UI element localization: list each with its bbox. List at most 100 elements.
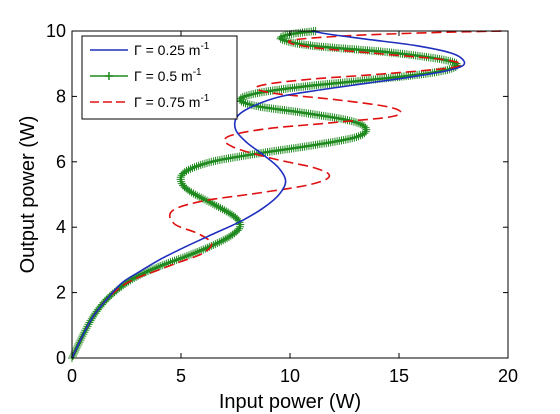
- legend-label-1: Γ = 0.5 m-1: [134, 67, 202, 84]
- y-tick-label: 6: [56, 152, 66, 172]
- marker: [236, 94, 245, 103]
- marker: [243, 99, 252, 108]
- legend-label-0: Γ = 0.25 m-1: [134, 41, 210, 58]
- marker: [193, 247, 202, 256]
- marker: [210, 200, 219, 209]
- marker: [354, 132, 363, 141]
- marker: [212, 201, 221, 210]
- marker: [158, 261, 167, 270]
- marker: [201, 244, 210, 253]
- x-tick-label: 20: [498, 366, 518, 386]
- marker: [177, 179, 186, 188]
- marker: [172, 255, 181, 264]
- marker: [360, 129, 369, 138]
- marker: [241, 99, 250, 108]
- marker: [207, 157, 216, 166]
- marker: [356, 131, 365, 140]
- x-tick-label: 0: [67, 366, 77, 386]
- marker: [242, 91, 251, 100]
- marker: [190, 163, 199, 172]
- y-tick-label: 10: [46, 21, 66, 41]
- marker: [184, 251, 193, 260]
- x-axis-label: Input power (W): [219, 391, 361, 413]
- marker: [197, 193, 206, 202]
- legend: Γ = 0.25 m-1 Γ = 0.5 m-1 Γ = 0.75 m-1: [81, 35, 238, 120]
- marker: [198, 160, 207, 169]
- series-line-0: [71, 30, 466, 359]
- marker: [350, 133, 359, 142]
- marker: [205, 158, 214, 167]
- legend-label-2: Γ = 0.75 m-1: [134, 93, 210, 110]
- marker: [235, 224, 244, 233]
- marker: [352, 132, 361, 141]
- marker: [352, 118, 361, 127]
- marker: [354, 119, 363, 128]
- marker: [356, 119, 365, 128]
- marker: [186, 164, 195, 173]
- marker: [195, 192, 204, 201]
- y-tick-label: 8: [56, 86, 66, 106]
- marker: [194, 161, 203, 170]
- marker: [192, 162, 201, 171]
- legend-marker: [105, 72, 113, 80]
- marker: [199, 245, 208, 254]
- marker: [219, 236, 228, 245]
- marker: [218, 205, 227, 214]
- marker: [220, 206, 229, 215]
- marker: [222, 207, 231, 216]
- marker: [182, 166, 191, 175]
- marker: [191, 248, 200, 257]
- marker: [237, 97, 246, 106]
- marker: [184, 165, 193, 174]
- marker: [203, 196, 212, 205]
- y-tick-label: 2: [56, 283, 66, 303]
- marker: [277, 33, 286, 42]
- marker: [217, 237, 226, 246]
- marker: [211, 240, 220, 249]
- series-line-2: [71, 30, 504, 359]
- x-tick-label: 5: [176, 366, 186, 386]
- x-tick-label: 15: [389, 366, 409, 386]
- marker: [280, 36, 289, 45]
- marker: [346, 134, 355, 143]
- y-tick-label: 0: [56, 348, 66, 368]
- marker: [189, 249, 198, 258]
- marker: [209, 241, 218, 250]
- marker: [213, 239, 222, 248]
- marker: [195, 247, 204, 256]
- marker: [196, 160, 205, 169]
- marker: [358, 120, 367, 129]
- marker: [348, 134, 357, 143]
- marker: [141, 268, 150, 277]
- marker: [244, 91, 253, 100]
- marker: [187, 250, 196, 259]
- marker: [247, 90, 256, 99]
- marker: [200, 159, 209, 168]
- marker: [240, 92, 249, 101]
- marker: [193, 191, 202, 200]
- series-layer: [68, 27, 504, 362]
- ticks-layer: 0 5 10 15 20 0 2 4 6 8 10: [46, 21, 518, 386]
- x-tick-label: 10: [280, 366, 300, 386]
- marker: [170, 256, 179, 265]
- marker: [202, 158, 211, 167]
- marker: [179, 181, 188, 190]
- marker: [214, 203, 223, 212]
- marker: [188, 163, 197, 172]
- marker: [146, 266, 155, 275]
- marker: [359, 122, 368, 131]
- marker: [208, 199, 217, 208]
- marker: [143, 267, 152, 276]
- y-tick-label: 4: [56, 217, 66, 237]
- marker: [281, 31, 290, 40]
- marker: [238, 93, 247, 102]
- marker: [215, 238, 224, 247]
- marker: [216, 204, 225, 213]
- y-axis-label: Output power (W): [17, 116, 39, 274]
- marker: [279, 32, 288, 41]
- marker: [197, 246, 206, 255]
- marker: [199, 194, 208, 203]
- marker: [156, 262, 165, 271]
- marker: [204, 197, 213, 206]
